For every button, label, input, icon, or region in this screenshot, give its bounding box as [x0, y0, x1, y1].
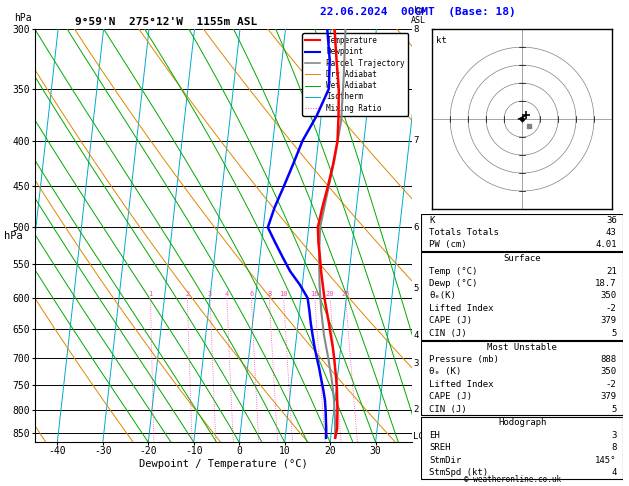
Text: 4: 4: [225, 291, 229, 297]
Text: 5: 5: [611, 405, 616, 414]
Text: 145°: 145°: [595, 456, 616, 465]
Text: 2: 2: [413, 405, 419, 414]
Text: kt: kt: [436, 36, 447, 45]
Text: 8: 8: [413, 25, 419, 34]
Text: 379: 379: [601, 316, 616, 325]
Text: 3: 3: [208, 291, 212, 297]
Text: 10: 10: [279, 291, 288, 297]
Text: θₑ(K): θₑ(K): [430, 292, 457, 300]
Text: -2: -2: [606, 380, 616, 389]
Text: Lifted Index: Lifted Index: [430, 304, 494, 313]
Text: © weatheronline.co.uk: © weatheronline.co.uk: [464, 475, 561, 484]
Text: 43: 43: [606, 228, 616, 237]
Text: 3: 3: [413, 359, 419, 368]
Text: 350: 350: [601, 292, 616, 300]
FancyBboxPatch shape: [421, 341, 623, 416]
Text: Temp (°C): Temp (°C): [430, 267, 478, 276]
Text: 888: 888: [601, 355, 616, 364]
Text: 21: 21: [606, 267, 616, 276]
Text: StmSpd (kt): StmSpd (kt): [430, 468, 489, 477]
Text: CIN (J): CIN (J): [430, 329, 467, 338]
Text: 20: 20: [326, 291, 334, 297]
Text: 5: 5: [413, 284, 419, 293]
Text: 22.06.2024  00GMT  (Base: 18): 22.06.2024 00GMT (Base: 18): [320, 7, 516, 17]
Text: Totals Totals: Totals Totals: [430, 228, 499, 237]
Text: LCL: LCL: [413, 433, 430, 441]
Text: hPa: hPa: [14, 13, 31, 23]
Text: 4: 4: [413, 330, 419, 340]
Text: 3: 3: [611, 431, 616, 440]
Text: Dewp (°C): Dewp (°C): [430, 279, 478, 288]
Text: hPa: hPa: [4, 231, 23, 241]
Text: PW (cm): PW (cm): [430, 241, 467, 249]
FancyBboxPatch shape: [421, 214, 623, 251]
Text: 350: 350: [601, 367, 616, 377]
Text: 6: 6: [413, 223, 419, 232]
Text: CIN (J): CIN (J): [430, 405, 467, 414]
Text: CAPE (J): CAPE (J): [430, 316, 472, 325]
Text: K: K: [430, 216, 435, 225]
FancyBboxPatch shape: [421, 417, 623, 479]
Text: Most Unstable: Most Unstable: [487, 343, 557, 351]
Text: Surface: Surface: [503, 254, 541, 263]
Text: km
ASL: km ASL: [411, 6, 426, 25]
Text: StmDir: StmDir: [430, 456, 462, 465]
Text: 36: 36: [606, 216, 616, 225]
Text: 25: 25: [342, 291, 350, 297]
Text: CAPE (J): CAPE (J): [430, 392, 472, 401]
Text: -2: -2: [606, 304, 616, 313]
Text: Pressure (mb): Pressure (mb): [430, 355, 499, 364]
Text: 1: 1: [148, 291, 153, 297]
Text: 8: 8: [267, 291, 271, 297]
Text: 379: 379: [601, 392, 616, 401]
FancyBboxPatch shape: [421, 252, 623, 340]
Text: 16: 16: [311, 291, 319, 297]
Text: 2: 2: [185, 291, 189, 297]
Text: 4.01: 4.01: [595, 241, 616, 249]
Legend: Temperature, Dewpoint, Parcel Trajectory, Dry Adiabat, Wet Adiabat, Isotherm, Mi: Temperature, Dewpoint, Parcel Trajectory…: [302, 33, 408, 116]
Text: Hodograph: Hodograph: [498, 418, 546, 428]
Text: 9°59'N  275°12'W  1155m ASL: 9°59'N 275°12'W 1155m ASL: [75, 17, 258, 27]
Text: 18.7: 18.7: [595, 279, 616, 288]
Text: 7: 7: [413, 136, 419, 145]
X-axis label: Dewpoint / Temperature (°C): Dewpoint / Temperature (°C): [139, 459, 308, 469]
Text: SREH: SREH: [430, 443, 451, 452]
Text: 5: 5: [611, 329, 616, 338]
Text: 6: 6: [249, 291, 253, 297]
Text: θₑ (K): θₑ (K): [430, 367, 462, 377]
Text: Lifted Index: Lifted Index: [430, 380, 494, 389]
Text: 8: 8: [611, 443, 616, 452]
Text: EH: EH: [430, 431, 440, 440]
Text: 4: 4: [611, 468, 616, 477]
Text: Mixing Ratio (g/kg): Mixing Ratio (g/kg): [445, 238, 454, 333]
